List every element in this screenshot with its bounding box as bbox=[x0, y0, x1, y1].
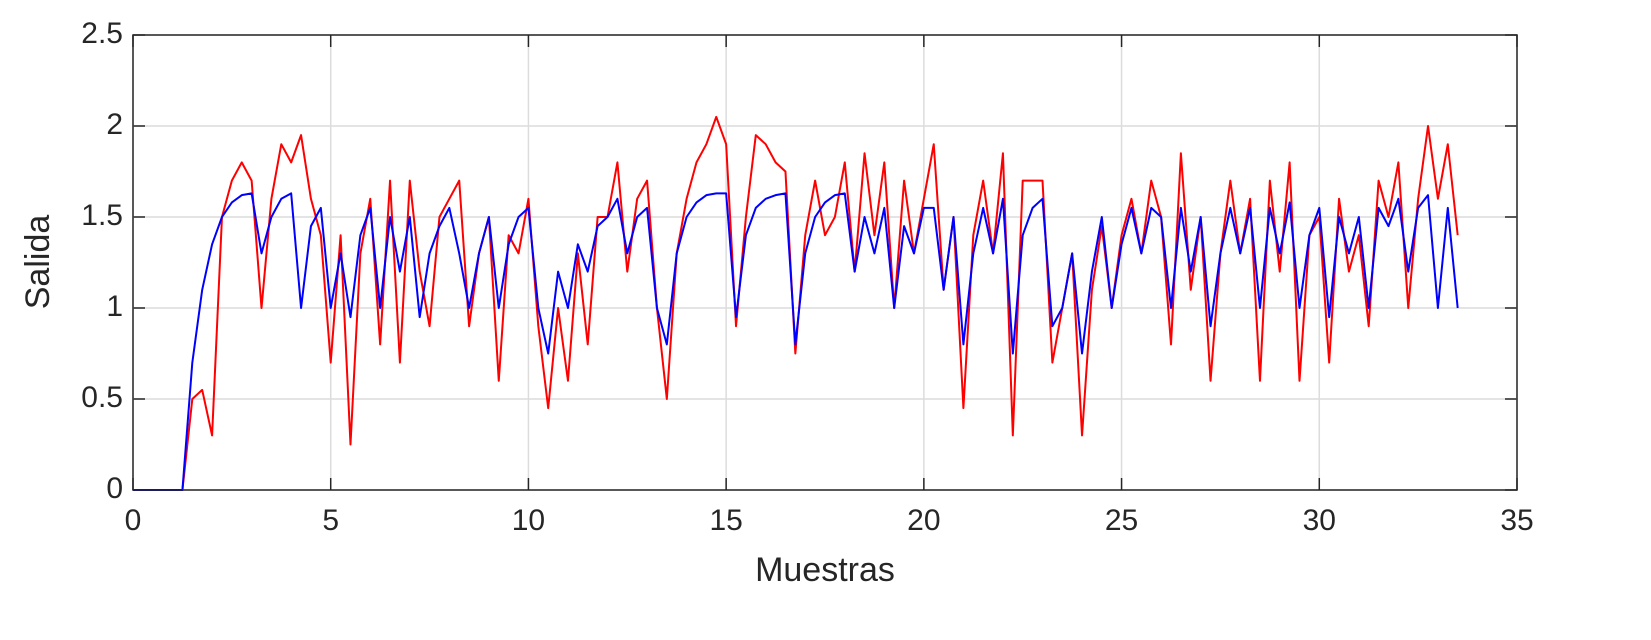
plot-frame bbox=[132, 34, 1518, 491]
x-tick-label: 10 bbox=[512, 504, 545, 537]
x-tick-label: 20 bbox=[907, 504, 940, 537]
x-tick-label: 15 bbox=[709, 504, 742, 537]
y-tick-label: 2.5 bbox=[81, 17, 123, 50]
x-tick-label: 35 bbox=[1500, 504, 1533, 537]
data-line bbox=[133, 192, 1459, 491]
y-axis-label: Salida bbox=[19, 215, 57, 310]
data-line bbox=[133, 115, 1459, 491]
x-tick-label: 5 bbox=[322, 504, 339, 537]
x-tick-label: 25 bbox=[1105, 504, 1138, 537]
x-tick-label: 30 bbox=[1303, 504, 1336, 537]
y-tick-label: 1 bbox=[106, 290, 123, 323]
x-axis-label: Muestras bbox=[755, 551, 895, 589]
x-tick-label: 0 bbox=[125, 504, 142, 537]
y-tick-label: 2 bbox=[106, 108, 123, 141]
y-tick-label: 1.5 bbox=[81, 199, 123, 232]
y-tick-label: 0.5 bbox=[81, 381, 123, 414]
y-tick-label: 0 bbox=[106, 472, 123, 505]
